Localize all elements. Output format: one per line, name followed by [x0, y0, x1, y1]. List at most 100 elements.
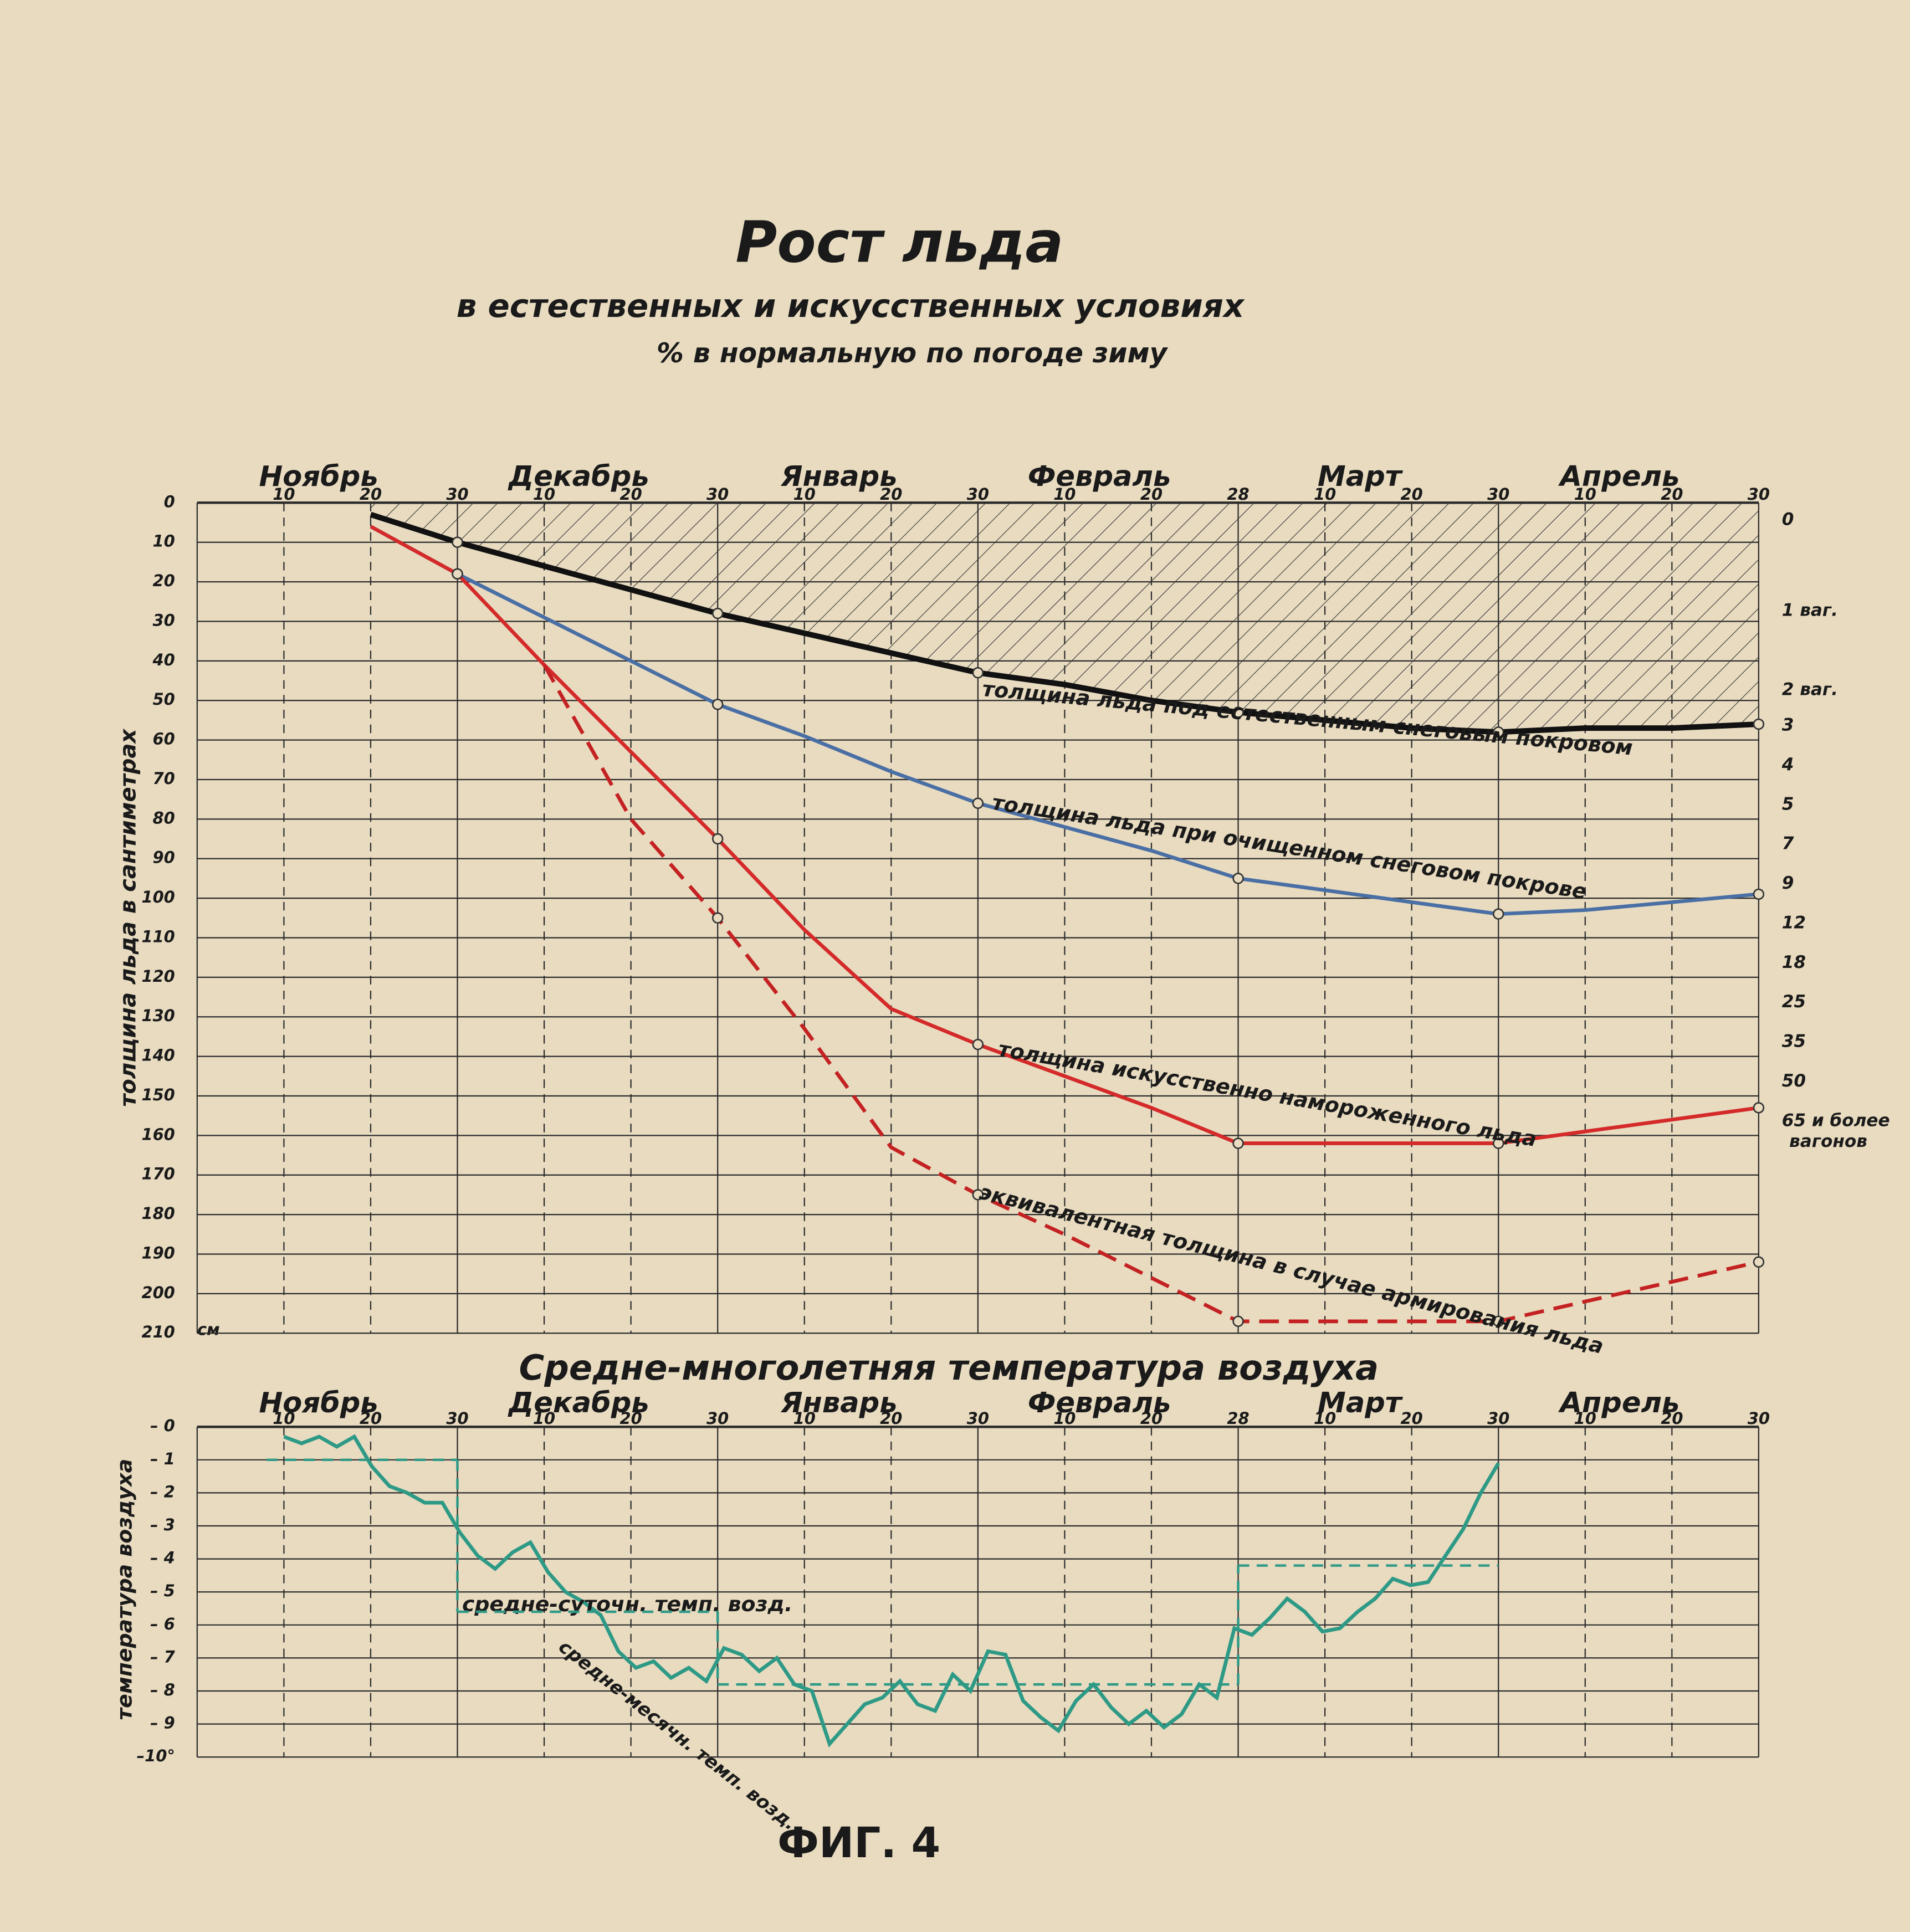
subtitle: в естественных и искусственных условиях	[457, 287, 1245, 325]
x-tick-label: 30	[967, 485, 989, 504]
point	[711, 699, 724, 710]
month-label: Апрель	[1558, 460, 1679, 493]
x-tick-label: 20	[880, 1409, 902, 1428]
point	[452, 568, 463, 580]
x-tick-label: 10	[1053, 1409, 1076, 1428]
x-tick-label: 20	[880, 485, 902, 504]
y-tick-label: 100	[141, 888, 175, 906]
y-tick-label: 60	[153, 730, 175, 749]
y-tick-label: – 8	[150, 1680, 175, 1699]
month-label: Декабрь	[508, 1387, 649, 1419]
y-tick-label: 0	[164, 492, 175, 511]
y-tick-label: – 6	[150, 1615, 175, 1633]
y-tick-label: 140	[141, 1046, 175, 1065]
note: % в нормальную по погоде зиму	[657, 337, 1169, 369]
y-tick-label: 150	[141, 1085, 175, 1104]
chart-title: Средне-многолетняя температура воздуха	[519, 1347, 1379, 1388]
x-tick-label: 20	[360, 485, 382, 504]
point	[1232, 873, 1244, 884]
x-tick-label: 10	[1053, 485, 1076, 504]
y2-tick-label: 7	[1782, 834, 1794, 854]
point	[1232, 1137, 1244, 1149]
y2-tick-label: 25	[1782, 992, 1806, 1012]
y-tick-label: – 9	[150, 1714, 175, 1733]
label-line: вагонов	[1789, 1131, 1867, 1151]
x-tick-label: 20	[1140, 485, 1163, 504]
x-tick-label: 28	[1227, 1409, 1249, 1428]
y-tick-label: – 4	[150, 1549, 175, 1567]
y-axis-label: толщина льда в сантиметрах	[116, 729, 141, 1107]
label-line: 65 и более	[1782, 1110, 1896, 1130]
y-tick-label: 50	[153, 690, 175, 709]
y2-tick-label: 12	[1782, 913, 1806, 932]
point	[1492, 726, 1504, 738]
figure-caption: ФИГ. 4	[777, 1818, 940, 1867]
point	[1232, 706, 1244, 718]
x-tick-label: 30	[706, 485, 729, 504]
series-line	[370, 525, 1759, 916]
x-tick-label: 20	[1661, 485, 1683, 504]
y-tick-label: – 1	[150, 1449, 175, 1468]
month-label: Апрель	[1558, 1387, 1679, 1419]
y-tick-label: 30	[153, 611, 175, 629]
x-tick-label: 10	[273, 485, 295, 504]
y-tick-label: 70	[153, 769, 175, 788]
x-tick-label: 20	[620, 485, 642, 504]
y-tick-label: 160	[141, 1125, 175, 1144]
y-tick-label: – 5	[150, 1581, 175, 1600]
point	[711, 607, 724, 619]
y-tick-label: 110	[141, 927, 175, 946]
month-label: Ноябрь	[259, 1387, 378, 1419]
point	[1232, 1315, 1244, 1328]
y2-tick-label: 18	[1782, 952, 1806, 972]
y-tick-label: –10°	[137, 1746, 175, 1765]
y2-tick-label: 4	[1781, 755, 1794, 775]
y-tick-label: 10	[153, 532, 175, 551]
y-unit: см	[197, 1320, 220, 1339]
x-tick-label: 30	[967, 1409, 989, 1428]
point	[1492, 908, 1504, 920]
y2-tick-label: 50	[1782, 1071, 1806, 1091]
x-tick-label: 10	[1314, 485, 1336, 504]
point	[972, 1038, 984, 1050]
point	[452, 536, 463, 548]
x-tick-label: 20	[1401, 485, 1423, 504]
month-label: Январь	[780, 1387, 897, 1419]
x-tick-label: 30	[706, 1409, 729, 1428]
x-tick-label: 28	[1227, 485, 1249, 504]
point	[972, 1189, 984, 1201]
y2-tick-label: 1 ваг.	[1782, 601, 1838, 621]
y-tick-label: 80	[153, 808, 175, 827]
y2-tick-label: 0	[1782, 509, 1794, 529]
month-label: Февраль	[1028, 1387, 1171, 1419]
y-tick-label: 40	[152, 650, 175, 669]
y2-tick-label: 3	[1782, 715, 1794, 735]
x-tick-label: 10	[533, 485, 555, 504]
x-tick-label: 10	[1574, 485, 1596, 504]
series-line	[370, 511, 1759, 735]
x-tick-label: 20	[620, 1409, 642, 1428]
y2-tick-label: 35	[1782, 1032, 1806, 1052]
hatched-area	[370, 503, 1759, 732]
x-tick-label: 20	[360, 1409, 382, 1428]
x-tick-label: 10	[533, 1409, 555, 1428]
y-tick-label: 170	[141, 1165, 175, 1183]
y-tick-label: 180	[141, 1204, 175, 1223]
series-line	[542, 664, 1759, 1324]
point	[1492, 1315, 1504, 1328]
point	[1753, 888, 1765, 900]
x-tick-label: 10	[1314, 1409, 1336, 1428]
x-tick-label: 30	[1487, 1409, 1509, 1428]
x-tick-label: 30	[1748, 485, 1770, 504]
chart-title: Рост льда	[735, 210, 1063, 276]
x-tick-label: 30	[446, 1409, 468, 1428]
month-label: Март	[1318, 1387, 1403, 1419]
x-tick-label: 10	[793, 485, 816, 504]
y2-tick-label: 2 ваг.	[1782, 679, 1838, 699]
y-tick-label: 20	[153, 571, 175, 590]
x-tick-label: 20	[1661, 1409, 1683, 1428]
y-tick-label: – 7	[150, 1647, 176, 1666]
point	[1753, 718, 1765, 730]
